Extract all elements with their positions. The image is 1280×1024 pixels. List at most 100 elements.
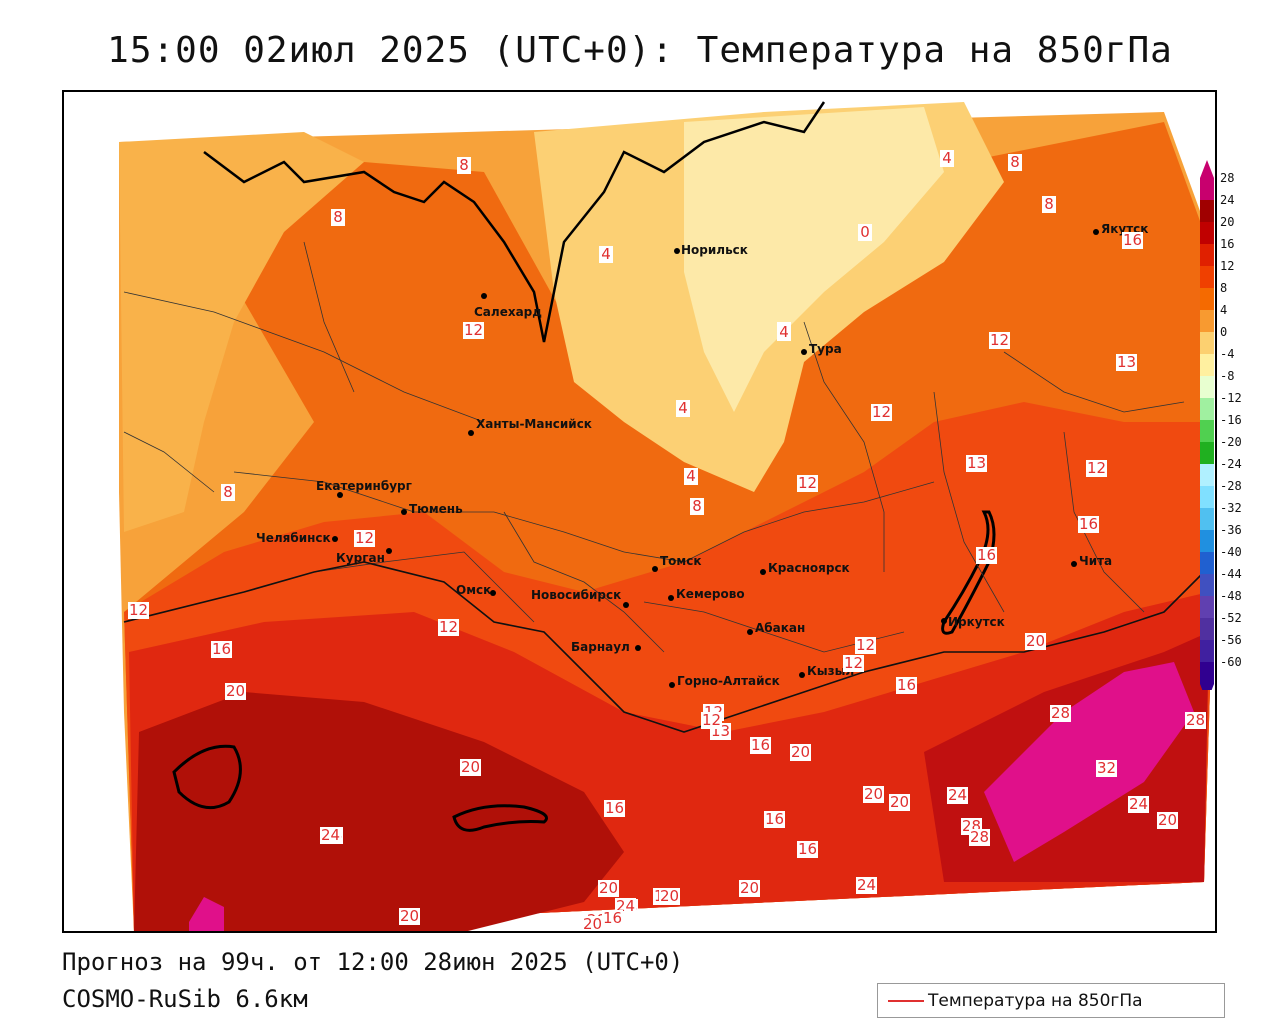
map-canvas — [119, 101, 1214, 931]
colorbar-segment — [1200, 398, 1214, 420]
colorbar-tick-label: -60 — [1220, 655, 1242, 669]
contour-label: 13 — [966, 454, 988, 472]
contour-label: 24 — [947, 786, 969, 804]
contour-label: 12 — [128, 601, 150, 619]
contour-label: 20 — [889, 793, 911, 811]
contour-label: 0 — [858, 224, 872, 241]
colorbar-tick-label: -8 — [1220, 369, 1235, 383]
city-label-chelyabinsk: Челябинск — [256, 531, 331, 545]
contour-label: 12 — [354, 529, 376, 547]
model-line: COSMO-RuSib 6.6км — [62, 985, 308, 1013]
city-dot — [760, 569, 766, 575]
city-label-tura: Тура — [809, 342, 842, 356]
map-title: 15:00 02июл 2025 (UTC+0): Температура на… — [107, 30, 1173, 71]
city-dot — [941, 618, 947, 624]
contour-label: 28 — [1050, 704, 1072, 722]
city-dot — [801, 349, 807, 355]
city-label-tyumen: Тюмень — [409, 502, 463, 516]
colorbar-segment — [1200, 662, 1214, 684]
contour-label: 4 — [940, 150, 954, 167]
city-label-kemerovo: Кемерово — [676, 587, 745, 601]
city-label-tomsk: Томск — [660, 554, 702, 568]
contour-label: 4 — [599, 246, 613, 263]
city-label-chita: Чита — [1079, 554, 1113, 568]
contour-label: 4 — [676, 400, 690, 417]
city-label-kyzyl: Кызыл — [807, 664, 855, 678]
contour-label: 16 — [750, 736, 772, 754]
contour-label: 8 — [690, 498, 704, 515]
city-dot — [652, 566, 658, 572]
contour-label: 8 — [221, 484, 235, 501]
contour-label: 20 — [790, 743, 812, 761]
contour-label: 20 — [659, 887, 681, 905]
contour-label: 20 — [1025, 632, 1047, 650]
forecast-line: Прогноз на 99ч. от 12:00 28июн 2025 (UTC… — [62, 948, 684, 976]
city-dot — [481, 293, 487, 299]
city-label-barnaul: Барнаул — [571, 640, 630, 654]
contour-label: 12 — [855, 636, 877, 654]
contour-label: 16 — [764, 810, 786, 828]
contour-label: 12 — [701, 711, 723, 729]
city-label-khanty-mansiysk: Ханты-Мансийск — [476, 417, 592, 431]
contour-label: 24 — [856, 876, 878, 894]
city-dot — [386, 548, 392, 554]
contour-label: 13 — [1116, 353, 1138, 371]
city-label-norilsk: Норильск — [681, 243, 748, 257]
contour-label: 8 — [331, 209, 345, 226]
contour-label: 16 — [896, 676, 918, 694]
colorbar-tick-label: -56 — [1220, 633, 1242, 647]
colorbar-segment — [1200, 288, 1214, 310]
colorbar-segment — [1200, 310, 1214, 332]
contour-label: 20 — [739, 879, 761, 897]
colorbar-tick-label: 16 — [1220, 237, 1235, 251]
colorbar-segment — [1200, 640, 1214, 662]
city-dot — [674, 248, 680, 254]
city-label-salekhard: Салехард — [474, 305, 542, 319]
contour-label: 28 — [969, 828, 991, 846]
region-borders — [123, 241, 1185, 653]
contour-label: 12 — [797, 474, 819, 492]
contour-label: 16 — [976, 546, 998, 564]
contour-label: 20 — [225, 682, 247, 700]
contour-label: 4 — [777, 324, 791, 341]
zone-28-sw — [189, 897, 224, 931]
colorbar-segment — [1200, 596, 1214, 618]
balkhash-lake — [452, 804, 548, 832]
city-dot — [623, 602, 629, 608]
colorbar-segment — [1200, 266, 1214, 288]
colorbar-tick-label: -52 — [1220, 611, 1242, 625]
contour-label: 8 — [1008, 154, 1022, 171]
city-dot — [490, 590, 496, 596]
arctic-coastline — [203, 101, 826, 343]
colorbar-segment — [1200, 354, 1214, 376]
legend-label: Температура на 850гПа — [928, 991, 1143, 1011]
colorbar-tick-label: -12 — [1220, 391, 1242, 405]
contour-label: 20 — [399, 907, 421, 925]
contour-label: 4 — [684, 468, 698, 485]
contour-label: 20 — [1157, 811, 1179, 829]
city-label-yekaterinburg: Екатеринбург — [316, 479, 412, 493]
city-label-gorno-altaysk: Горно-Алтайск — [677, 674, 780, 688]
colorbar-segment — [1200, 552, 1214, 574]
colorbar-segment — [1200, 178, 1214, 200]
contour-label: 28 — [1185, 711, 1207, 729]
city-dot — [468, 430, 474, 436]
contour-label: 8 — [457, 157, 471, 174]
city-dot — [669, 682, 675, 688]
contour-label: 8 — [1042, 196, 1056, 213]
colorbar-segment — [1200, 332, 1214, 354]
colorbar-segment — [1200, 420, 1214, 442]
legend: Температура на 850гПа — [877, 983, 1225, 1018]
colorbar-tick-label: -28 — [1220, 479, 1242, 493]
contour-label: 16 — [1122, 231, 1144, 249]
contour-label: 16 — [1078, 515, 1100, 533]
contour-label: 20 — [460, 758, 482, 776]
colorbar-tick-label: -48 — [1220, 589, 1242, 603]
city-label-kurgan: Курган — [336, 551, 385, 565]
colorbar-tick-label: 28 — [1220, 171, 1235, 185]
city-label-abakan: Абакан — [755, 621, 806, 635]
colorbar-tick-label: -20 — [1220, 435, 1242, 449]
contour-label: 12 — [438, 618, 460, 636]
colorbar-segment — [1200, 244, 1214, 266]
colorbar-tick-label: -24 — [1220, 457, 1242, 471]
